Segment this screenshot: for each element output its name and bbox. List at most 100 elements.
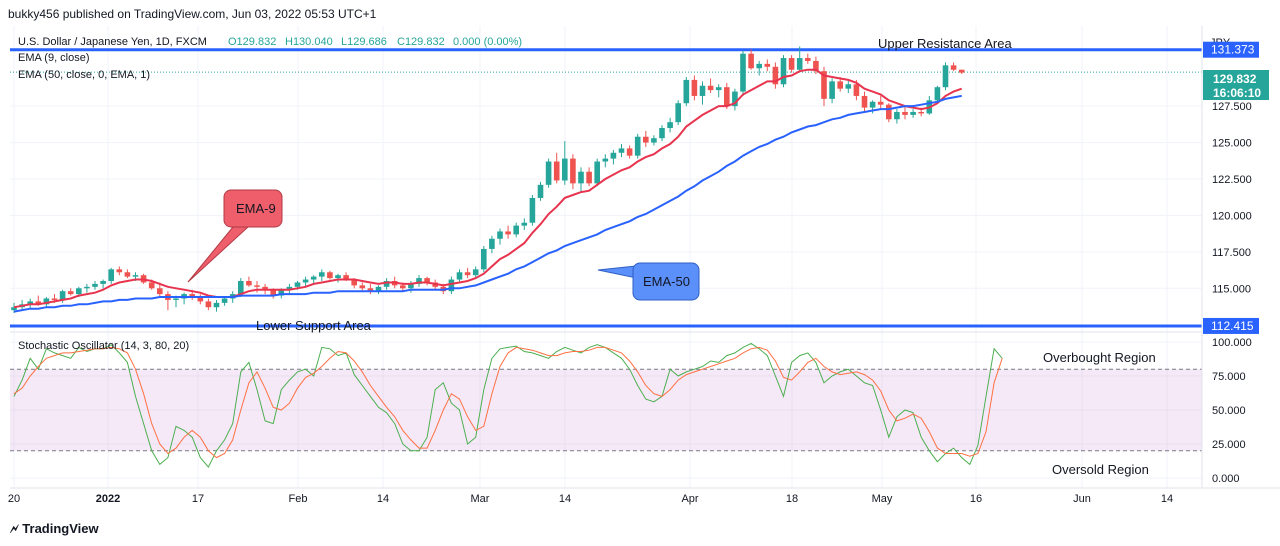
candle-body <box>537 184 544 198</box>
candle-body <box>472 269 479 276</box>
candle-body <box>335 275 341 279</box>
candle <box>246 276 252 287</box>
candle-body <box>189 294 195 298</box>
candle <box>416 275 422 287</box>
candle-body <box>197 297 204 302</box>
candle-body <box>408 283 414 289</box>
candle-body <box>51 298 58 300</box>
candle-body <box>302 279 309 283</box>
candle-body <box>845 84 852 89</box>
candle-body <box>772 66 779 85</box>
candle-body <box>27 301 33 305</box>
candle <box>707 78 714 94</box>
candle <box>221 297 228 306</box>
price-tick-label: 127.500 <box>1212 101 1252 113</box>
ema50-line <box>13 94 962 313</box>
candle-body <box>651 138 657 143</box>
stochastic-scale[interactable]: 100.000 75.000 50.000 25.000 0.000 <box>1212 337 1252 485</box>
price-pane[interactable] <box>10 46 1202 328</box>
chart-area[interactable]: 127.500 125.000 122.500 120.000 117.500 115.0… <box>0 26 1280 514</box>
candle <box>464 267 471 279</box>
time-tick-label: Mar <box>471 493 490 505</box>
publisher-line: bukky456 published on TradingView.com, J… <box>8 7 377 21</box>
oversold-label: Oversold Region <box>1052 462 1149 477</box>
candle-body <box>699 85 706 96</box>
candle-body <box>934 87 941 101</box>
time-tick-label: 17 <box>192 493 204 505</box>
time-tick-label: 2022 <box>96 493 120 505</box>
candle <box>934 85 941 104</box>
ohlc-close: C129.832 <box>397 36 445 48</box>
header: bukky456 published on TradingView.com, J… <box>0 0 1280 26</box>
candle-body <box>497 231 503 239</box>
candle-body <box>100 281 106 284</box>
candles <box>11 46 965 314</box>
candle <box>748 49 754 70</box>
time-tick-label: Feb <box>289 493 308 505</box>
candle-body <box>918 111 924 114</box>
candle-body <box>513 225 519 235</box>
candle <box>683 77 690 107</box>
candle-body <box>594 161 600 184</box>
candle-body <box>67 291 74 295</box>
candle-body <box>448 279 455 292</box>
candle-body <box>92 283 98 287</box>
time-axis[interactable]: 20 2022 17 Feb 14 Mar 14 Apr 18 May 16 Jun 14 <box>8 493 1173 505</box>
candle <box>327 270 333 280</box>
stochastic-tick-label: 0.000 <box>1212 473 1240 485</box>
stochastic-legend[interactable]: Stochastic Oscillator (14, 3, 80, 20) <box>18 340 189 352</box>
candle <box>205 298 212 311</box>
time-tick-label: Jun <box>1073 493 1091 505</box>
candle <box>359 282 366 292</box>
candle-body <box>76 288 82 295</box>
candle <box>335 273 341 283</box>
candle-body <box>529 197 536 223</box>
tradingview-logo-icon: 🗲 <box>10 521 19 536</box>
symbol-title[interactable]: U.S. Dollar / Japanese Yen, 1D, FXCM <box>18 36 207 48</box>
candle-body <box>813 60 819 72</box>
candle <box>958 69 965 75</box>
stochastic-pane[interactable] <box>10 342 1202 469</box>
stochastic-tick-label: 25.000 <box>1212 439 1246 451</box>
candle <box>67 288 74 296</box>
candle-body <box>626 148 633 156</box>
candle-body <box>545 161 552 185</box>
candle-body <box>383 281 390 287</box>
candle <box>780 55 787 88</box>
ema9-callout: EMA-9 <box>187 189 283 283</box>
tradingview-logo[interactable]: 🗲 TradingView <box>10 521 99 537</box>
ema9-legend[interactable]: EMA (9, close) <box>18 52 90 64</box>
candle-body <box>400 285 406 289</box>
ema50-legend[interactable]: EMA (50, close, 0, EMA, 1) <box>18 69 150 81</box>
candle-body <box>877 101 884 105</box>
candle <box>553 152 560 184</box>
candle <box>124 269 131 279</box>
candle-body <box>319 272 325 277</box>
time-tick-label: 14 <box>377 493 389 505</box>
candle-body <box>764 63 771 67</box>
candle-body <box>796 58 803 70</box>
candle-body <box>464 272 471 276</box>
candle <box>456 269 463 283</box>
candle <box>788 55 795 73</box>
candle <box>764 59 771 72</box>
price-tick-label: 122.500 <box>1212 174 1252 186</box>
price-scale[interactable]: 127.500 125.000 122.500 120.000 117.500 115.0… <box>1212 101 1252 295</box>
candle <box>675 100 681 126</box>
candle-body <box>756 63 762 69</box>
candle-body <box>732 91 738 107</box>
candle <box>845 79 852 94</box>
candle-body <box>886 104 892 120</box>
price-tick-label: 115.000 <box>1212 283 1251 295</box>
candle <box>699 81 706 105</box>
candle-body <box>894 111 900 120</box>
candle-body <box>610 152 617 159</box>
candle <box>116 266 123 276</box>
candle <box>537 181 544 201</box>
candle <box>626 145 633 159</box>
candle <box>513 222 519 238</box>
candle-body <box>942 65 949 88</box>
candle-body <box>586 171 592 184</box>
candle <box>691 75 698 101</box>
candle-body <box>108 269 114 281</box>
